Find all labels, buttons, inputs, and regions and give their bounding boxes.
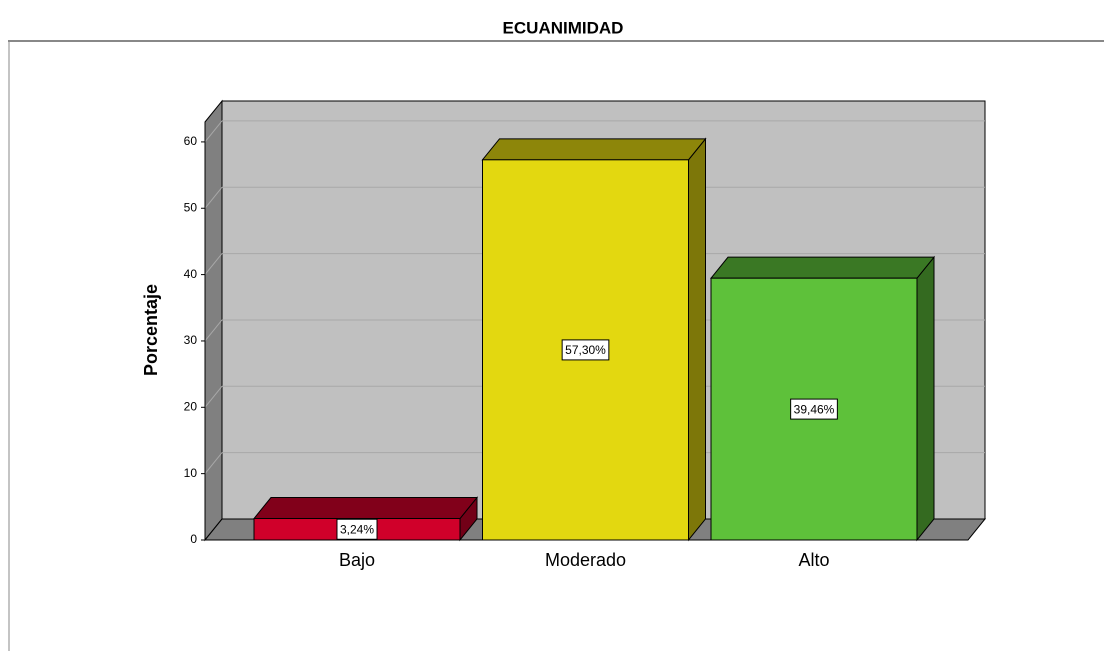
- grid-line: [204, 120, 223, 143]
- value-label-box: [336, 518, 378, 540]
- y-tick-label: 60: [184, 134, 198, 148]
- bar: [710, 277, 918, 541]
- value-label: 3,24%: [340, 522, 374, 536]
- chart-title: ECUANIMIDAD: [503, 18, 624, 37]
- value-label: 57,30%: [565, 343, 606, 357]
- bar-top: [481, 138, 707, 161]
- value-label-box: [561, 339, 610, 361]
- grid-line: [204, 385, 223, 408]
- value-label-box: [790, 398, 838, 420]
- bar-side: [916, 255, 935, 542]
- y-tick-label: 30: [184, 333, 198, 347]
- bar-top: [709, 256, 936, 279]
- left-wall: [204, 99, 223, 542]
- grid-line: [204, 253, 223, 275]
- y-tick-label: 40: [184, 267, 198, 281]
- grid-line: [204, 319, 223, 342]
- y-axis-label: Porcentaje: [141, 284, 161, 376]
- grid-line: [204, 452, 223, 474]
- x-tick-label: Moderado: [545, 550, 626, 570]
- y-tick-label: 10: [184, 466, 198, 480]
- y-tick-label: 20: [184, 399, 198, 413]
- value-label: 39,46%: [794, 402, 835, 416]
- bar-side: [688, 137, 706, 542]
- y-tick-label: 0: [190, 532, 197, 546]
- x-tick-label: Alto: [798, 550, 829, 570]
- grid-line: [204, 186, 223, 209]
- x-tick-label: Bajo: [339, 550, 375, 570]
- bar-top: [252, 497, 479, 520]
- y-tick-label: 50: [184, 200, 198, 214]
